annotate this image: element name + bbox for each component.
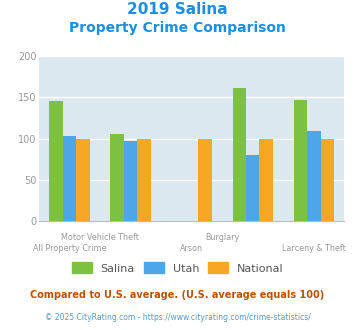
Bar — [246, 155, 260, 221]
Text: Arson: Arson — [180, 244, 203, 252]
Text: 2019 Salina: 2019 Salina — [127, 2, 228, 16]
Bar — [137, 139, 151, 221]
Text: All Property Crime: All Property Crime — [33, 244, 106, 252]
Legend: Salina, Utah, National: Salina, Utah, National — [67, 258, 288, 278]
Bar — [233, 88, 246, 221]
Bar — [294, 100, 307, 221]
Bar — [198, 139, 212, 221]
Bar — [63, 136, 76, 221]
Bar — [307, 131, 321, 221]
Text: Property Crime Comparison: Property Crime Comparison — [69, 21, 286, 35]
Bar — [260, 139, 273, 221]
Bar — [76, 139, 90, 221]
Text: Larceny & Theft: Larceny & Theft — [282, 244, 346, 252]
Bar — [110, 134, 124, 221]
Bar — [124, 141, 137, 221]
Text: Burglary: Burglary — [205, 233, 239, 242]
Bar — [321, 139, 334, 221]
Bar — [49, 101, 63, 221]
Text: Compared to U.S. average. (U.S. average equals 100): Compared to U.S. average. (U.S. average … — [31, 290, 324, 300]
Text: Motor Vehicle Theft: Motor Vehicle Theft — [61, 233, 139, 242]
Text: © 2025 CityRating.com - https://www.cityrating.com/crime-statistics/: © 2025 CityRating.com - https://www.city… — [45, 314, 310, 322]
